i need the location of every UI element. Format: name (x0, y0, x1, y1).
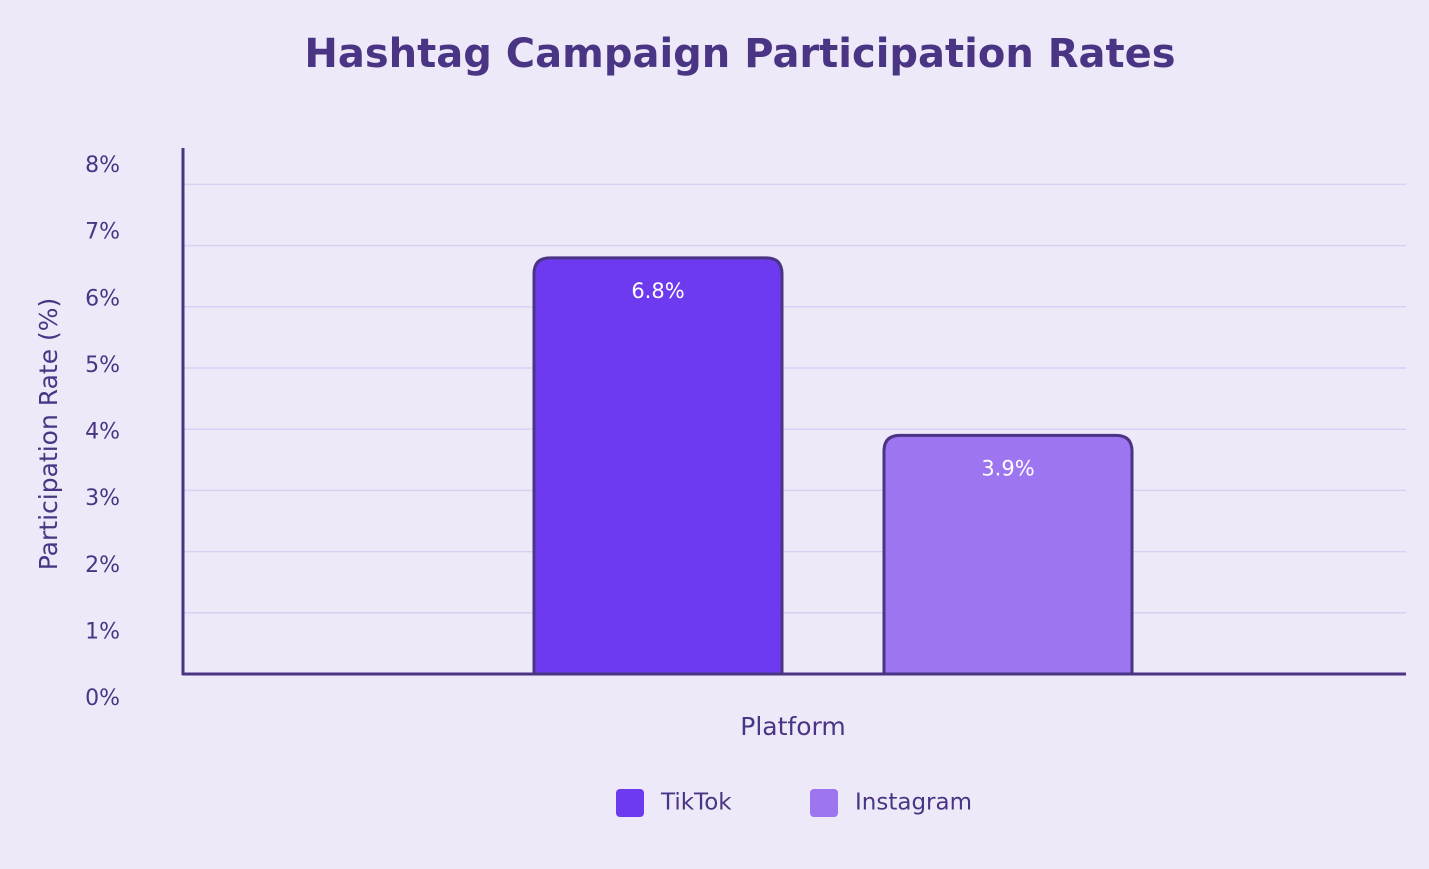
bar-value-label: 3.9% (981, 456, 1034, 480)
y-tick-label: 6% (85, 286, 120, 311)
y-tick-label: 5% (85, 353, 120, 378)
grid-lines (183, 183, 1406, 614)
y-tick-label: 0% (85, 686, 120, 711)
legend-label: Instagram (855, 790, 972, 816)
y-tick-label: 3% (85, 486, 120, 511)
y-axis-title: Participation Rate (%) (34, 298, 63, 571)
bar-value-label: 6.8% (631, 279, 684, 303)
legend-swatch-instagram (810, 789, 838, 817)
bar-instagram (882, 433, 1134, 676)
y-tick-label: 1% (85, 619, 120, 644)
legend-label: TikTok (660, 790, 732, 816)
legend-swatch-tiktok (616, 789, 644, 817)
legend: TikTok Instagram (616, 789, 972, 817)
x-axis-title: Platform (740, 712, 845, 741)
bar-tiktok (532, 256, 784, 676)
y-tick-label: 4% (85, 420, 120, 445)
y-tick-label: 7% (85, 220, 120, 245)
y-axis-ticks: 0% 1% 2% 3% 4% 5% 6% 7% 8% (85, 153, 120, 711)
chart-title: Hashtag Campaign Participation Rates (304, 31, 1175, 77)
bars (532, 256, 1134, 676)
y-tick-label: 8% (85, 153, 120, 178)
y-tick-label: 2% (85, 553, 120, 578)
bar-data-labels: 6.8% 3.9% (631, 279, 1034, 480)
